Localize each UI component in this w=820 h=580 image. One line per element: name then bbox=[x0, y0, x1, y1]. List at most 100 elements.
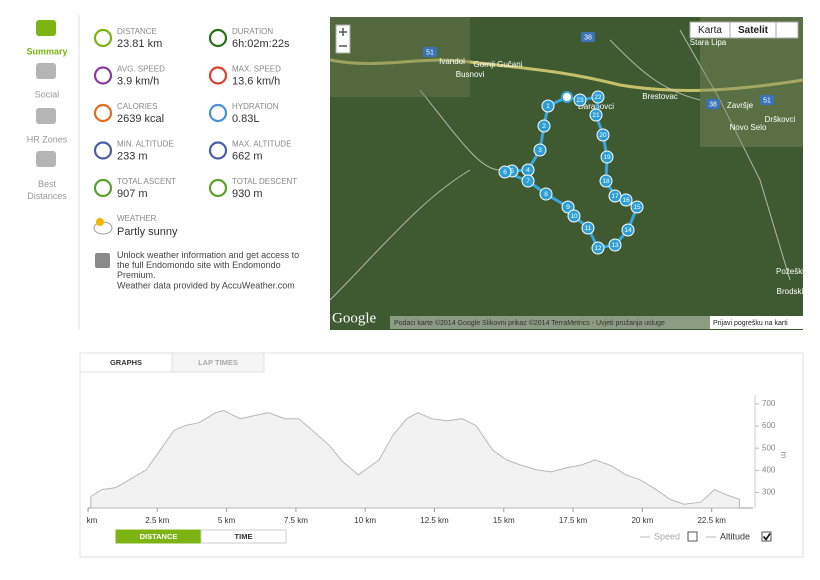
stat-icon bbox=[208, 178, 228, 198]
x-mode-label[interactable]: DISTANCE bbox=[140, 532, 178, 541]
km-marker-label: 20 bbox=[599, 132, 607, 139]
km-marker bbox=[567, 209, 581, 223]
stat-icon bbox=[208, 28, 228, 48]
road-badge bbox=[760, 95, 774, 105]
stat-icon bbox=[93, 66, 113, 85]
km-marker bbox=[591, 241, 605, 255]
legend-label: Speed bbox=[654, 531, 680, 541]
legend-checkbox[interactable] bbox=[687, 531, 698, 542]
x-tick-label: km bbox=[87, 516, 98, 525]
km-marker bbox=[589, 108, 603, 122]
km-marker bbox=[539, 187, 553, 201]
map-report[interactable]: Prijavi pogrešku na karti bbox=[713, 320, 788, 327]
stat-label: AVG. SPEED bbox=[117, 65, 165, 74]
stat-icon bbox=[93, 28, 113, 48]
km-marker bbox=[599, 174, 613, 188]
map-place: Završje bbox=[727, 101, 754, 110]
nav-label[interactable]: Best Distances bbox=[27, 179, 67, 201]
stat-value: 3.9 km/h bbox=[117, 75, 159, 87]
km-marker bbox=[573, 93, 587, 107]
km-marker bbox=[533, 143, 547, 157]
weather-sun bbox=[96, 218, 104, 226]
x-tick-label: 20 km bbox=[631, 516, 653, 525]
km-marker-label: 6 bbox=[503, 169, 507, 176]
km-marker-label: 17 bbox=[611, 193, 619, 200]
x-tick-label: 10 km bbox=[354, 516, 376, 525]
weather-note: Weather data provided by AccuWeather.com bbox=[117, 280, 295, 290]
y-tick-label: 300 bbox=[762, 488, 776, 497]
nav-icon[interactable] bbox=[36, 20, 56, 36]
map-shade bbox=[330, 17, 470, 97]
km-marker-label: 22 bbox=[594, 94, 602, 101]
nav-icon[interactable] bbox=[36, 63, 56, 79]
map-place: Gornji Gučani bbox=[474, 60, 523, 69]
km-marker-label: 18 bbox=[602, 178, 610, 185]
road-number: 38 bbox=[709, 101, 717, 108]
stat-label: CALORIES bbox=[117, 102, 157, 111]
map-place: Ivandol bbox=[439, 57, 465, 66]
x-tick-label: 5 km bbox=[218, 516, 236, 525]
stat-value: 930 m bbox=[232, 188, 263, 200]
map-place: Brestovac bbox=[642, 92, 678, 101]
km-marker bbox=[561, 200, 575, 214]
y-tick-label: 700 bbox=[762, 399, 776, 408]
x-tick-label: 2.5 km bbox=[145, 516, 169, 525]
x-mode-label[interactable]: TIME bbox=[235, 532, 253, 541]
stat-label: MIN. ALTITUDE bbox=[117, 140, 174, 149]
map-place: Drškovci bbox=[765, 115, 796, 124]
km-marker-label: 14 bbox=[624, 227, 632, 234]
nav-label[interactable]: HR Zones bbox=[27, 134, 68, 144]
legend-checkbox[interactable] bbox=[761, 531, 772, 542]
nav-label[interactable]: Summary bbox=[26, 46, 67, 56]
y-tick-label: 600 bbox=[762, 421, 776, 430]
map-shade bbox=[700, 17, 803, 147]
stat-icon bbox=[208, 103, 228, 123]
road-badge bbox=[581, 32, 595, 42]
tab-label[interactable]: LAP TIMES bbox=[198, 358, 238, 367]
stat-value: 13.6 km/h bbox=[232, 75, 280, 87]
km-marker-label: 4 bbox=[526, 167, 530, 174]
x-tick-label: 7.5 km bbox=[284, 516, 308, 525]
x-mode-button[interactable] bbox=[200, 529, 287, 544]
map-road bbox=[679, 29, 791, 281]
x-tick-label: 17.5 km bbox=[559, 516, 588, 525]
tab-label[interactable]: GRAPHS bbox=[110, 358, 142, 367]
route-start bbox=[561, 91, 573, 103]
stat-value: 2639 kcal bbox=[117, 113, 164, 125]
stat-value: 23.81 km bbox=[117, 38, 162, 50]
stat-label: DISTANCE bbox=[117, 27, 157, 36]
km-marker bbox=[596, 128, 610, 142]
road-number: 51 bbox=[763, 97, 771, 104]
nav-label[interactable]: Social bbox=[35, 89, 60, 99]
nav-icon[interactable] bbox=[36, 151, 56, 167]
nav-icon[interactable] bbox=[36, 108, 56, 124]
stat-value: 233 m bbox=[117, 150, 148, 162]
km-marker-label: 8 bbox=[544, 191, 548, 198]
tab[interactable] bbox=[171, 352, 265, 373]
road-badge bbox=[423, 47, 437, 57]
km-marker bbox=[608, 238, 622, 252]
map-place: Požeški bbox=[776, 267, 804, 276]
km-marker bbox=[591, 90, 605, 104]
km-marker bbox=[581, 221, 595, 235]
stat-icon bbox=[93, 178, 113, 198]
map-type-label[interactable]: Satelit bbox=[738, 25, 769, 36]
stat-value: Partly sunny bbox=[117, 226, 178, 238]
map-place: Busnovi bbox=[456, 70, 485, 79]
checkmark bbox=[762, 533, 771, 541]
stat-label: MAX. SPEED bbox=[232, 65, 281, 74]
map-type-label[interactable]: Karta bbox=[698, 25, 722, 36]
km-marker-label: 10 bbox=[570, 213, 578, 220]
fullscreen-button[interactable] bbox=[775, 21, 799, 39]
stat-value: 907 m bbox=[117, 188, 148, 200]
stat-icon bbox=[93, 103, 113, 123]
km-marker-label: 16 bbox=[622, 197, 630, 204]
map-road bbox=[609, 39, 701, 101]
stat-value: 0.83L bbox=[232, 113, 260, 125]
attribution-bg bbox=[390, 316, 710, 329]
km-marker-label: 19 bbox=[603, 154, 611, 161]
stat-icon bbox=[208, 66, 228, 85]
km-marker-label: 21 bbox=[592, 112, 600, 119]
weather-note: Unlock weather information and get acces… bbox=[117, 250, 299, 280]
map-road bbox=[419, 89, 501, 171]
